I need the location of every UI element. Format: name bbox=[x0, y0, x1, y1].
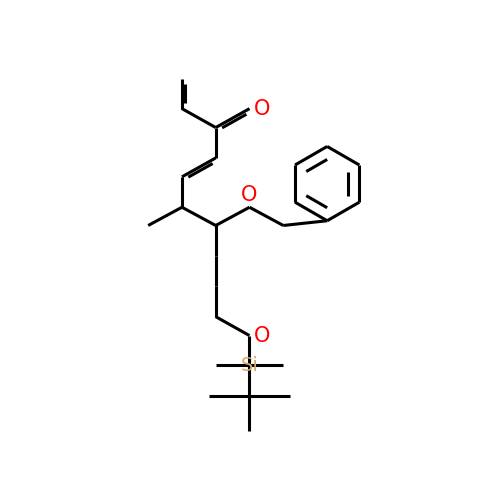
Text: O: O bbox=[254, 98, 270, 118]
Text: O: O bbox=[254, 326, 270, 345]
Text: Si: Si bbox=[240, 356, 258, 375]
Text: O: O bbox=[242, 184, 258, 204]
